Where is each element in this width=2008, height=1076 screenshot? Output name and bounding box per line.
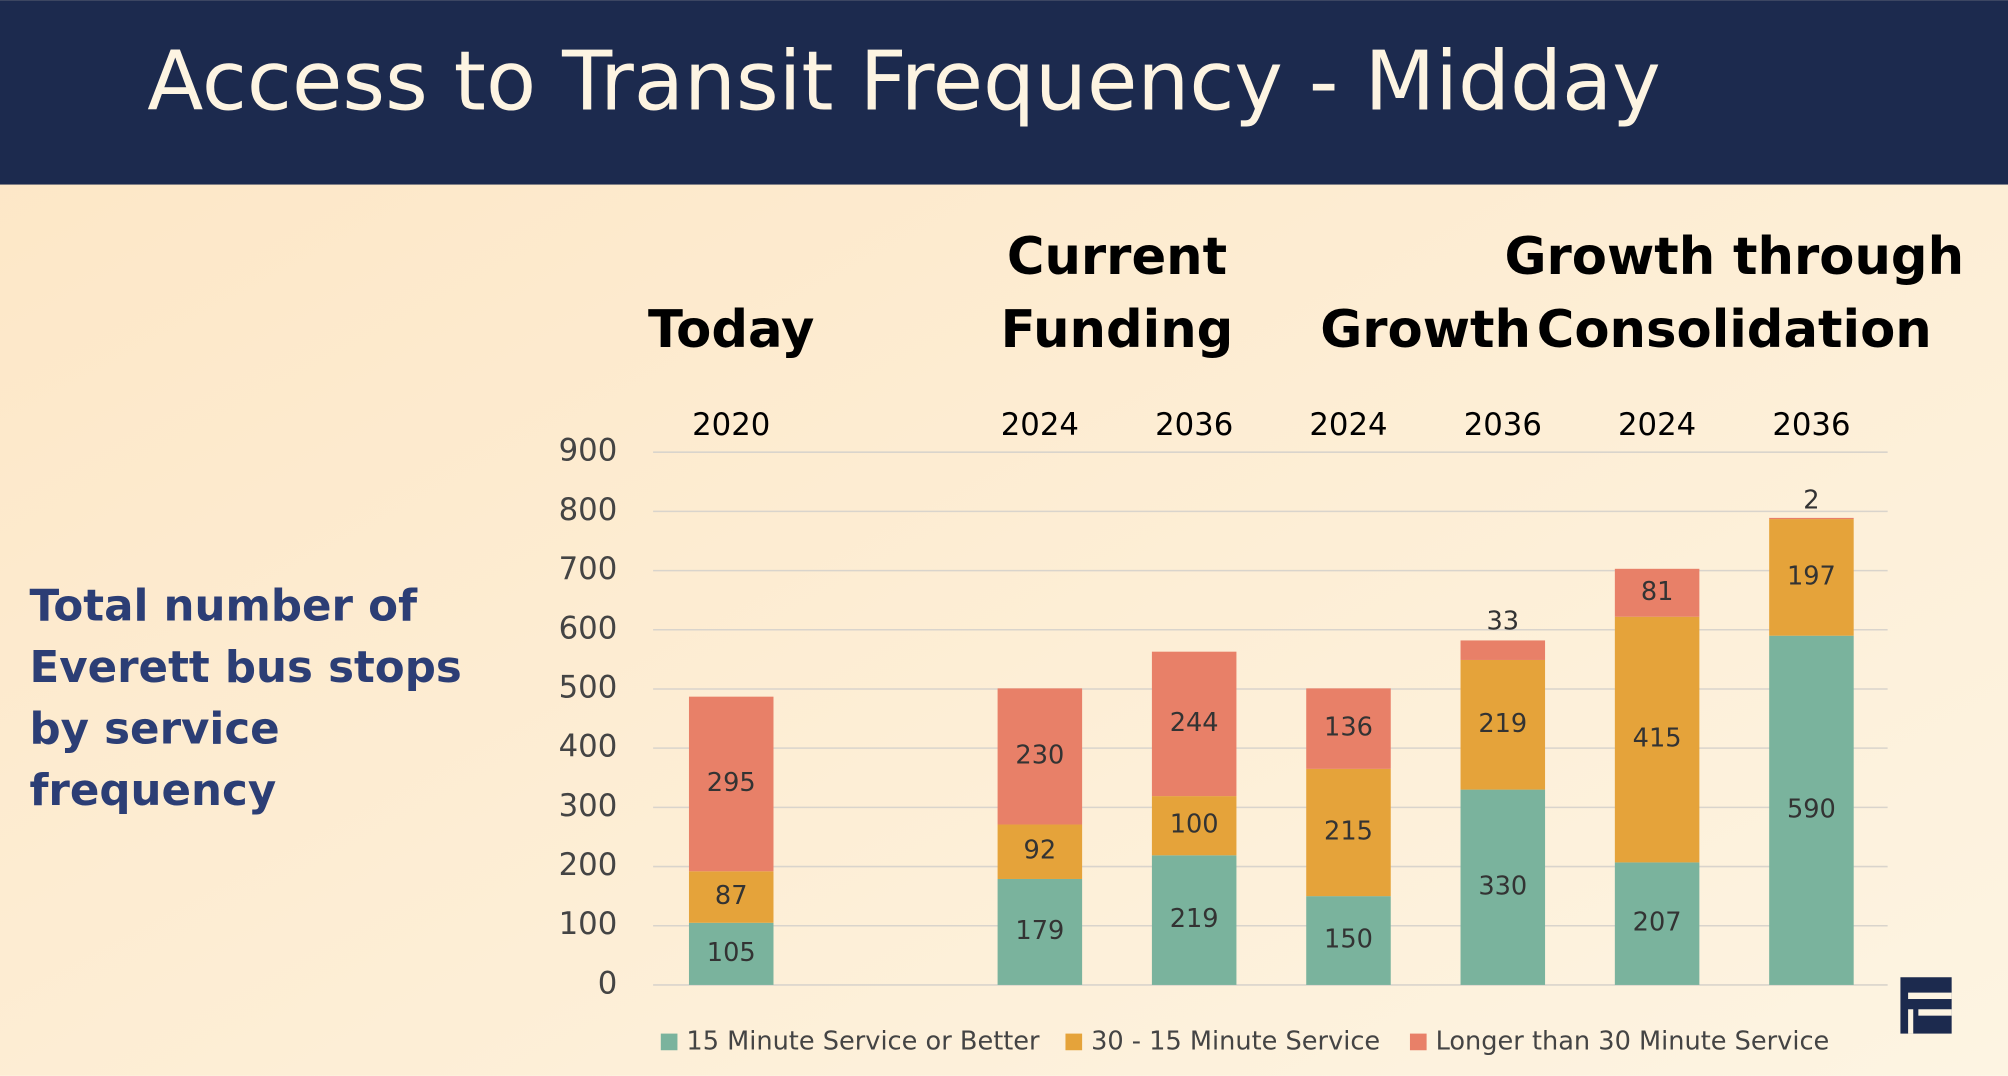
bar-segment <box>1460 659 1546 790</box>
bar-segment <box>1769 517 1854 520</box>
data-label: 81 <box>1641 577 1674 607</box>
logo <box>1900 977 1952 1034</box>
logo-stripe <box>1918 1009 1952 1016</box>
y-tick-label: 600 <box>559 610 618 646</box>
slide-title: Access to Transit Frequency - Midday <box>147 35 1660 130</box>
bar-segment <box>688 922 774 985</box>
data-label: 2 <box>1803 485 1819 515</box>
data-label: 105 <box>707 938 756 968</box>
bar-segment <box>1151 796 1237 856</box>
description-line: by service <box>29 704 279 754</box>
data-label: 219 <box>1170 904 1219 934</box>
group-label: Funding <box>1001 300 1234 360</box>
data-label: 207 <box>1633 908 1682 938</box>
logo-stripe <box>1908 992 1952 1000</box>
x-tick-label: 2036 <box>1155 407 1233 443</box>
header-bar <box>0 0 2008 185</box>
x-tick-label: 2024 <box>1618 407 1696 443</box>
bar-segment <box>1460 789 1546 985</box>
x-tick-label: 2020 <box>692 407 770 443</box>
y-tick-label: 300 <box>559 788 618 824</box>
data-label: 295 <box>707 768 756 798</box>
bar-segment <box>1769 519 1854 636</box>
bar-segment <box>997 824 1083 879</box>
data-label: 197 <box>1787 561 1836 591</box>
x-tick-label: 2036 <box>1772 407 1850 443</box>
bar-segment <box>1614 568 1700 617</box>
bar-segment <box>1614 616 1700 863</box>
data-label: 230 <box>1015 740 1064 770</box>
data-label: 590 <box>1787 794 1836 824</box>
bar-segment <box>1306 896 1391 985</box>
group-label: Today <box>648 300 814 360</box>
bar-segment <box>1614 862 1700 985</box>
group-label: Current <box>1007 227 1227 287</box>
y-tick-label: 800 <box>559 492 618 528</box>
data-label: 92 <box>1024 836 1057 866</box>
data-label: 244 <box>1170 708 1219 738</box>
logo-stripe <box>1908 1009 1914 1034</box>
bar-segment <box>997 688 1083 825</box>
x-tick-label: 2024 <box>1309 407 1387 443</box>
bar-segment <box>1769 635 1854 985</box>
legend-swatch <box>1409 1033 1427 1051</box>
group-label: Consolidation <box>1537 300 1932 360</box>
data-label: 150 <box>1324 925 1373 955</box>
y-tick-label: 400 <box>559 729 618 765</box>
data-label: 136 <box>1324 713 1373 743</box>
description-line: Everett bus stops <box>29 643 461 693</box>
bar-segment <box>1151 651 1237 797</box>
data-label: 100 <box>1170 810 1219 840</box>
bar-segment <box>1306 768 1391 897</box>
legend-label: 15 Minute Service or Better <box>686 1027 1040 1057</box>
bar-segment <box>1460 640 1546 660</box>
legend-swatch <box>1065 1033 1083 1051</box>
data-label: 179 <box>1015 916 1064 946</box>
x-tick-label: 2036 <box>1464 407 1542 443</box>
y-tick-label: 500 <box>559 669 618 705</box>
legend-label: Longer than 30 Minute Service <box>1436 1027 1830 1057</box>
data-label: 415 <box>1633 724 1682 754</box>
data-label: 330 <box>1478 871 1527 901</box>
y-tick-label: 200 <box>559 847 618 883</box>
description-line: Total number of <box>29 581 418 631</box>
data-label: 33 <box>1487 607 1520 637</box>
legend-swatch <box>660 1033 678 1051</box>
bar-segment <box>688 871 774 923</box>
data-label: 215 <box>1324 817 1373 847</box>
data-label: 87 <box>715 881 748 911</box>
x-tick-label: 2024 <box>1001 407 1079 443</box>
description-line: frequency <box>29 766 276 816</box>
bar-segment <box>997 878 1083 985</box>
y-tick-label: 0 <box>598 965 618 1001</box>
y-tick-label: 700 <box>559 551 618 587</box>
y-tick-label: 900 <box>559 433 618 469</box>
bar-segment <box>688 696 774 872</box>
bar-segment <box>1306 688 1391 769</box>
legend-label: 30 - 15 Minute Service <box>1091 1027 1380 1057</box>
bar-segment <box>1151 855 1237 985</box>
y-tick-label: 100 <box>559 906 618 942</box>
data-label: 219 <box>1478 709 1527 739</box>
group-label: Growth <box>1320 300 1531 360</box>
group-label: Growth through <box>1504 227 1964 287</box>
